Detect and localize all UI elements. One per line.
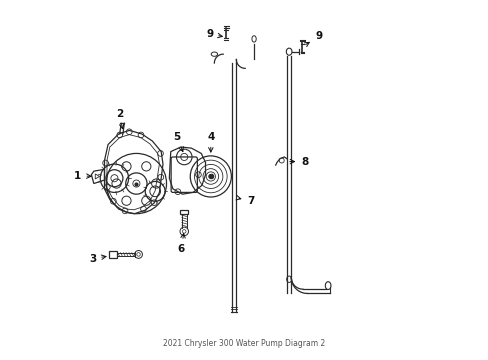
Text: 9: 9 [206,29,222,39]
Text: 5: 5 [173,132,183,152]
Text: 4: 4 [207,132,214,152]
Text: 7: 7 [236,195,254,206]
Text: 8: 8 [289,157,308,167]
Text: 2: 2 [116,109,123,129]
Text: 1: 1 [74,171,91,181]
Text: 3: 3 [89,254,106,264]
Text: 6: 6 [178,233,185,254]
Text: 2021 Chrysler 300 Water Pump Diagram 2: 2021 Chrysler 300 Water Pump Diagram 2 [163,339,325,348]
Text: 9: 9 [304,31,322,46]
